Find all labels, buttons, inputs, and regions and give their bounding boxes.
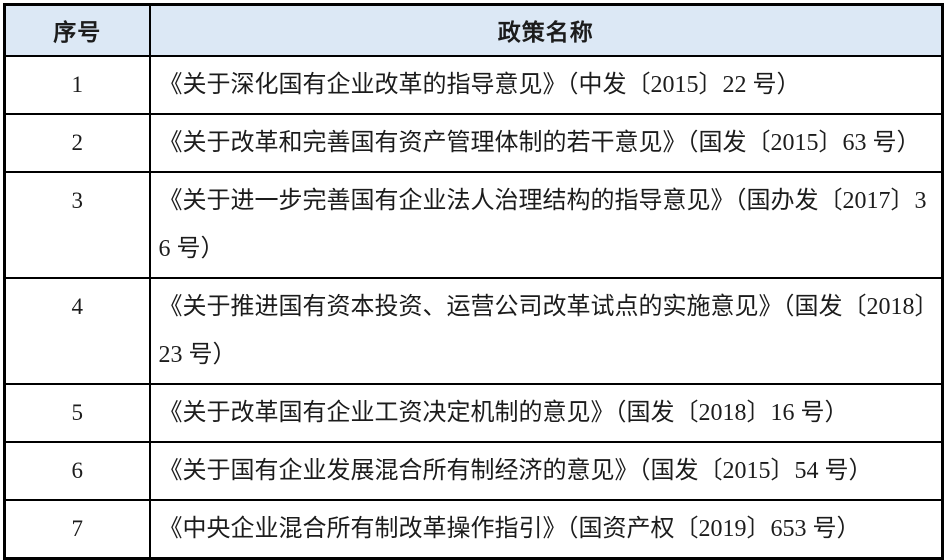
policy-table: 序号 政策名称 1 《关于深化国有企业改革的指导意见》（中发〔2015〕22 号… — [3, 3, 944, 560]
table-row: 1 《关于深化国有企业改革的指导意见》（中发〔2015〕22 号） — [3, 54, 944, 115]
header-cell-policy-name: 政策名称 — [148, 3, 944, 57]
table-row: 4 《关于推进国有资本投资、运营公司改革试点的实施意见》（国发〔2018〕23 … — [3, 276, 944, 385]
table-row: 7 《中央企业混合所有制改革操作指引》（国资产权〔2019〕653 号） — [3, 498, 944, 559]
row-index-cell: 7 — [3, 498, 151, 559]
policy-name-cell: 《关于深化国有企业改革的指导意见》（中发〔2015〕22 号） — [148, 54, 944, 115]
table-row: 6 《关于国有企业发展混合所有制经济的意见》（国发〔2015〕54 号） — [3, 440, 944, 501]
row-index-cell: 1 — [3, 54, 151, 115]
row-index-cell: 3 — [3, 170, 151, 279]
table-row: 2 《关于改革和完善国有资产管理体制的若干意见》（国发〔2015〕63 号） — [3, 112, 944, 173]
policy-name-cell: 《关于改革国有企业工资决定机制的意见》（国发〔2018〕16 号） — [148, 382, 944, 443]
row-index-cell: 4 — [3, 276, 151, 385]
row-index-cell: 2 — [3, 112, 151, 173]
row-index-cell: 5 — [3, 382, 151, 443]
policy-name-cell: 《中央企业混合所有制改革操作指引》（国资产权〔2019〕653 号） — [148, 498, 944, 559]
policy-name-cell: 《关于国有企业发展混合所有制经济的意见》（国发〔2015〕54 号） — [148, 440, 944, 501]
header-cell-index: 序号 — [3, 3, 151, 57]
document-page: 序号 政策名称 1 《关于深化国有企业改革的指导意见》（中发〔2015〕22 号… — [3, 3, 944, 560]
row-index-cell: 6 — [3, 440, 151, 501]
policy-name-cell: 《关于推进国有资本投资、运营公司改革试点的实施意见》（国发〔2018〕23 号） — [148, 276, 944, 385]
table-header-row: 序号 政策名称 — [3, 3, 944, 57]
table-row: 3 《关于进一步完善国有企业法人治理结构的指导意见》（国办发〔2017〕36 号… — [3, 170, 944, 279]
policy-name-cell: 《关于改革和完善国有资产管理体制的若干意见》（国发〔2015〕63 号） — [148, 112, 944, 173]
policy-name-cell: 《关于进一步完善国有企业法人治理结构的指导意见》（国办发〔2017〕36 号） — [148, 170, 944, 279]
table-row: 5 《关于改革国有企业工资决定机制的意见》（国发〔2018〕16 号） — [3, 382, 944, 443]
